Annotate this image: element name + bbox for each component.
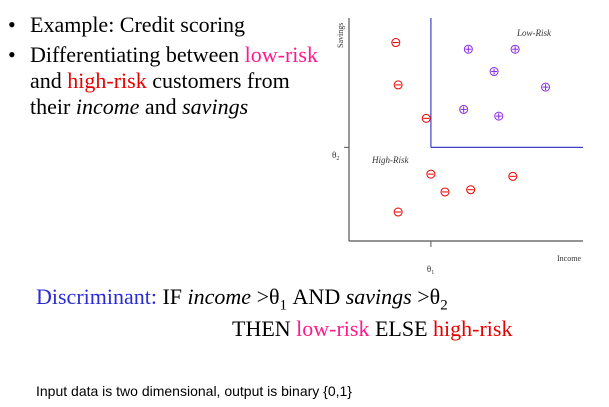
high-risk-point (393, 80, 403, 90)
discriminant-then: THEN low-risk ELSE high-risk (232, 316, 513, 342)
low-risk-point (541, 82, 551, 92)
low-risk-marker-circle (489, 67, 499, 77)
discriminant-label: Discriminant: (36, 284, 157, 309)
rule-high-risk: high-risk (433, 316, 513, 341)
bullet-text: customers from their (30, 68, 290, 119)
rule-gt: > (256, 284, 269, 309)
low-risk-point (510, 44, 520, 54)
footer-note: Input data is two dimensional, output is… (36, 383, 352, 399)
rule-and: AND (292, 284, 341, 309)
bullet-text: Differentiating between (30, 42, 240, 67)
high-risk-region-label: High-Risk (371, 155, 409, 165)
rule-theta: θ (269, 284, 280, 309)
high-risk-marker-circle (393, 80, 403, 90)
rule-low-risk: low-risk (296, 316, 370, 341)
bullet-credit-scoring: • Example: Credit scoring (8, 12, 318, 38)
high-risk-marker-circle (391, 38, 401, 48)
rule-income: income (187, 284, 252, 309)
rule-savings: savings (345, 284, 412, 309)
rule-theta-sub: 1 (279, 297, 288, 314)
high-risk-marker-circle (508, 171, 518, 181)
high-risk-point (426, 169, 436, 179)
high-risk-point (391, 38, 401, 48)
bullet-text: and (144, 94, 177, 119)
bullet-text: Example: Credit scoring (30, 12, 246, 37)
bullet-dot-icon: • (8, 12, 16, 37)
bullet-dot-icon: • (8, 42, 16, 67)
rule-gt: > (417, 284, 430, 309)
bullet-differentiating: • Differentiating between low-risk and h… (8, 42, 318, 120)
rule-then: THEN (232, 316, 291, 341)
high-risk-point (466, 185, 476, 195)
y-axis-label: Savings (336, 23, 345, 48)
rule-else: ELSE (374, 316, 428, 341)
low-risk-marker-circle (459, 104, 469, 114)
theta2-label-symbol: θ (332, 150, 336, 160)
low-risk-point (489, 67, 499, 77)
low-risk-point (494, 111, 504, 121)
savings-term: savings (182, 94, 249, 119)
theta1-label-sub: 1 (431, 270, 434, 276)
theta1-label: θ1 (427, 264, 434, 276)
high-risk-point (508, 171, 518, 181)
high-risk-point (440, 187, 450, 197)
low-risk-marker-circle (463, 44, 473, 54)
bullet-list: • Example: Credit scoring • Differentiat… (8, 12, 318, 124)
discriminant-rule: Discriminant: IF income >θ1 AND savings … (36, 284, 448, 314)
rule-theta-sub: 2 (440, 297, 448, 314)
low-risk-term: low-risk (244, 42, 318, 67)
income-term: income (75, 94, 140, 119)
rule-theta: θ (429, 284, 441, 309)
low-risk-marker-circle (541, 82, 551, 92)
high-risk-term: high-risk (67, 68, 147, 93)
low-risk-point (463, 44, 473, 54)
high-risk-marker-circle (426, 169, 436, 179)
bullet-text: and (30, 68, 62, 93)
low-risk-marker-circle (510, 44, 520, 54)
high-risk-marker-circle (466, 185, 476, 195)
chart-marks (391, 38, 551, 217)
chart-axes (344, 18, 583, 247)
high-risk-marker-circle (421, 113, 431, 123)
theta2-label-sub: 2 (336, 156, 339, 162)
theta2-label: θ2 (332, 150, 339, 162)
high-risk-point (421, 113, 431, 123)
low-risk-region-label: Low-Risk (516, 28, 552, 38)
low-risk-point (459, 104, 469, 114)
high-risk-marker-circle (393, 207, 403, 217)
x-axis-label: Income (557, 254, 581, 263)
rule-if: IF (162, 284, 183, 309)
low-risk-marker-circle (494, 111, 504, 121)
high-risk-marker-circle (440, 187, 450, 197)
theta1-label-symbol: θ (427, 264, 431, 274)
high-risk-point (393, 207, 403, 217)
